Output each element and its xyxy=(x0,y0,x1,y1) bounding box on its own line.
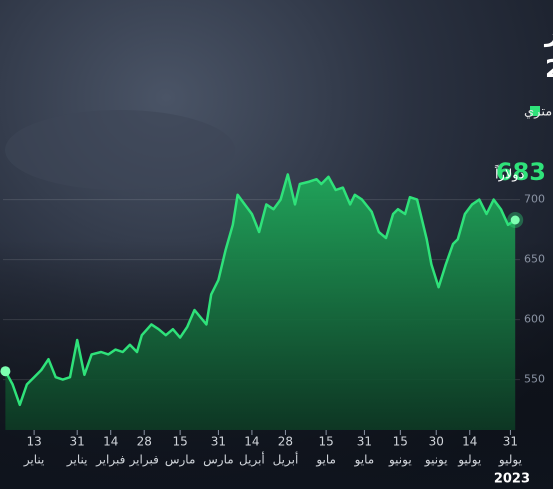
x-tick-month: مارس xyxy=(203,453,234,468)
x-tick-day: 28 xyxy=(278,435,293,449)
x-tick-month: يوليو xyxy=(498,453,522,468)
bowl-shape xyxy=(5,110,235,190)
x-tick-day: 14 xyxy=(103,435,118,449)
x-tick-month: مارس xyxy=(165,453,196,468)
x-tick-month: يناير xyxy=(23,453,45,468)
x-tick-day: 30 xyxy=(429,435,444,449)
x-tick-day: 31 xyxy=(503,435,518,449)
y-tick-label: 650 xyxy=(524,253,545,266)
y-tick-label: 550 xyxy=(524,373,545,386)
x-tick-month: يناير xyxy=(66,453,88,468)
x-tick-day: 15 xyxy=(393,435,408,449)
title-line: عالميا منذ بداية 2023 xyxy=(545,54,553,83)
x-tick-day: 31 xyxy=(211,435,226,449)
x-tick-month: أبريل xyxy=(239,452,265,468)
x-tick-month: يونيو xyxy=(388,453,412,468)
y-tick-label: 700 xyxy=(524,193,545,206)
x-tick-day: 14 xyxy=(244,435,259,449)
area xyxy=(5,174,516,430)
start-point xyxy=(0,366,11,377)
x-tick-day: 31 xyxy=(357,435,372,449)
x-tick-day: 15 xyxy=(318,435,333,449)
x-tick-day: 28 xyxy=(137,435,152,449)
x-tick-day: 13 xyxy=(26,435,41,449)
x-tick-day: 14 xyxy=(462,435,477,449)
legend-label: دولار/ طن متري xyxy=(524,105,553,120)
x-tick-month: يوليو xyxy=(457,453,481,468)
title-line: 23% ارتفاعا في أسعار السكر xyxy=(543,16,553,48)
y-tick-label: 600 xyxy=(524,313,545,326)
year-label: 2023 xyxy=(494,472,530,487)
x-tick-month: يونيو xyxy=(424,453,448,468)
end-value-unit: دولاراً xyxy=(495,165,525,183)
end-point xyxy=(510,215,520,225)
legend-swatch xyxy=(530,106,540,116)
x-tick-month: أبريل xyxy=(273,452,299,468)
x-tick-day: 31 xyxy=(70,435,85,449)
x-tick-month: مايو xyxy=(315,453,336,468)
x-tick-day: 15 xyxy=(172,435,187,449)
x-tick-month: فبراير xyxy=(95,453,125,468)
end-value-label: 683 xyxy=(496,158,546,186)
x-tick-month: مايو xyxy=(354,453,375,468)
line xyxy=(4,173,516,407)
x-tick-month: فبراير xyxy=(129,453,159,468)
